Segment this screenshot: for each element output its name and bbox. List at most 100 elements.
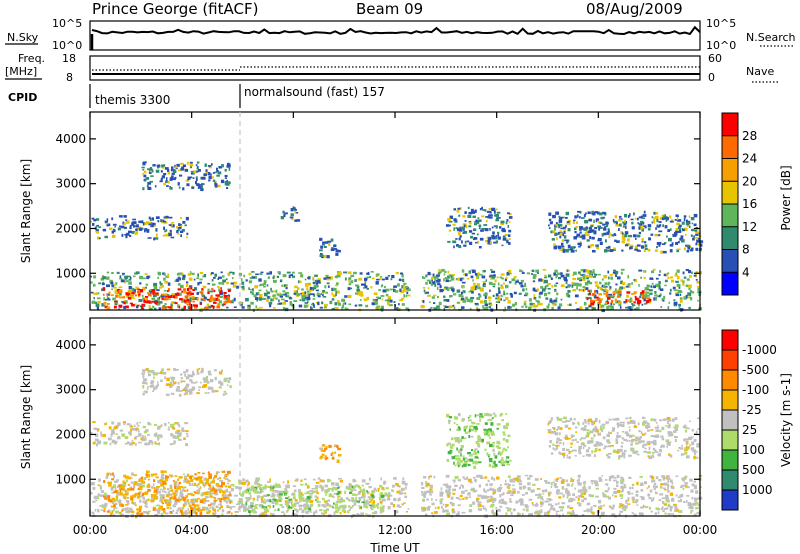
heatmap-cell	[211, 176, 214, 179]
heatmap-cell	[328, 242, 331, 246]
heatmap-cell	[142, 222, 145, 226]
heatmap-cell	[697, 286, 700, 288]
heatmap-cell	[570, 477, 573, 480]
heatmap-cell	[544, 513, 547, 517]
heatmap-cell	[466, 476, 468, 480]
heatmap-cell	[619, 306, 622, 309]
heatmap-cell	[316, 499, 319, 503]
heatmap-cell	[599, 515, 601, 519]
heatmap-cell	[173, 440, 176, 444]
heatmap-cell	[500, 220, 505, 224]
heatmap-cell	[453, 218, 457, 222]
heatmap-cell	[315, 481, 320, 484]
heatmap-cell	[423, 289, 426, 293]
heatmap-cell	[651, 479, 656, 483]
heatmap-cell	[476, 442, 480, 446]
heatmap-cell	[448, 279, 452, 282]
heatmap-cell	[221, 490, 225, 493]
heatmap-cell	[638, 269, 643, 272]
heatmap-cell	[591, 271, 595, 274]
heatmap-cell	[107, 497, 110, 502]
heatmap-cell	[130, 477, 133, 479]
heatmap-cell	[130, 425, 134, 428]
heatmap-cell	[200, 307, 204, 310]
heatmap-cell	[152, 494, 157, 498]
heatmap-cell	[181, 429, 185, 433]
heatmap-cell	[138, 220, 142, 224]
heatmap-cell	[113, 504, 116, 508]
heatmap-cell	[108, 298, 111, 301]
heatmap-cell	[558, 217, 563, 220]
heatmap-cell	[588, 297, 592, 299]
heatmap-cell	[383, 481, 386, 485]
heatmap-cell	[647, 301, 651, 304]
heatmap-cell	[155, 476, 159, 479]
heatmap-cell	[591, 450, 593, 454]
heatmap-cell	[639, 436, 642, 439]
heatmap-cell	[604, 249, 608, 253]
heatmap-cell	[176, 386, 180, 389]
heatmap-cell	[631, 486, 634, 490]
heatmap-cell	[623, 483, 626, 488]
heatmap-cell	[606, 483, 609, 486]
heatmap-cell	[443, 295, 446, 298]
heatmap-cell	[490, 496, 493, 499]
heatmap-cell	[542, 490, 545, 492]
heatmap-cell	[448, 419, 451, 423]
heatmap-cell	[301, 291, 306, 296]
heatmap-cell	[249, 277, 253, 280]
heatmap-cell	[257, 482, 260, 485]
heatmap-cell	[625, 499, 628, 502]
heatmap-cell	[228, 480, 231, 482]
heatmap-cell	[604, 288, 607, 291]
heatmap-cell	[497, 287, 501, 291]
heatmap-cell	[432, 281, 436, 285]
heatmap-cell	[360, 293, 364, 297]
heatmap-cell	[457, 511, 460, 515]
heatmap-cell	[367, 496, 372, 499]
heatmap-cell	[631, 512, 634, 515]
heatmap-cell	[228, 510, 231, 513]
heatmap-cell	[691, 291, 695, 294]
heatmap-cell	[650, 285, 653, 288]
heatmap-cell	[453, 422, 456, 425]
heatmap-cell	[145, 390, 148, 394]
heatmap-cell	[293, 290, 298, 293]
heatmap-cell	[249, 494, 252, 498]
heatmap-cell	[498, 451, 503, 455]
heatmap-cell	[326, 277, 331, 281]
heatmap-cell	[577, 482, 582, 486]
heatmap-cell	[565, 281, 568, 285]
heatmap-cell	[502, 237, 507, 241]
heatmap-cell	[117, 435, 120, 438]
heatmap-cell	[224, 485, 228, 488]
heatmap-cell	[338, 271, 342, 274]
heatmap-cell	[455, 455, 460, 457]
heatmap-cell	[337, 300, 340, 304]
heatmap-cell	[605, 294, 609, 297]
heatmap-cell	[208, 493, 212, 496]
heatmap-cell	[303, 304, 308, 308]
heatmap-cell	[204, 378, 209, 382]
heatmap-cell	[594, 483, 599, 487]
heatmap-cell	[625, 225, 627, 229]
heatmap-cell	[304, 278, 307, 281]
heatmap-cell	[332, 486, 335, 490]
heatmap-cell	[474, 479, 477, 483]
heatmap-cell	[123, 226, 127, 229]
heatmap-cell	[581, 489, 585, 492]
heatmap-cell	[688, 287, 691, 290]
heatmap-cell	[294, 219, 298, 222]
heatmap-cell	[135, 435, 139, 438]
heatmap-cell	[446, 443, 449, 447]
heatmap-cell	[162, 272, 165, 275]
heatmap-cell	[662, 500, 665, 505]
heatmap-cell	[661, 497, 665, 500]
heatmap-cell	[359, 272, 363, 275]
heatmap-cell	[588, 486, 591, 490]
heatmap-cell	[494, 455, 498, 459]
heatmap-cell	[470, 453, 474, 456]
heatmap-cell	[263, 292, 268, 296]
heatmap-cell	[466, 298, 471, 302]
heatmap-cell	[200, 176, 203, 180]
